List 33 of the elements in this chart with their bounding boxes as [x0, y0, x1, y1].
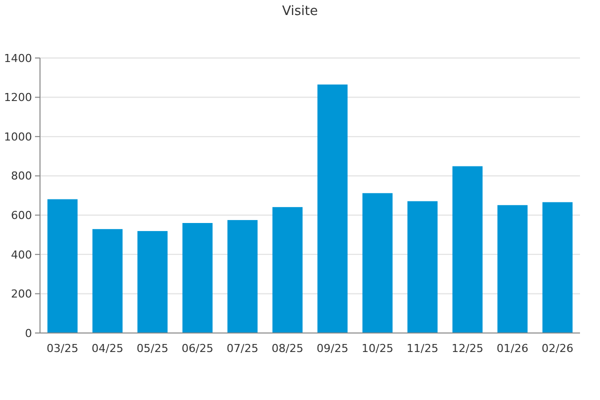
- bar: [47, 199, 78, 333]
- bar: [407, 201, 438, 333]
- y-tick-label: 400: [11, 248, 32, 262]
- x-tick-label: 07/25: [226, 342, 258, 355]
- y-tick-label: 800: [11, 170, 32, 183]
- bar: [362, 193, 393, 333]
- bar: [227, 220, 258, 333]
- y-tick-label: 200: [11, 288, 32, 301]
- bar: [542, 202, 573, 333]
- x-tick-label: 04/25: [92, 342, 124, 355]
- x-tick-label: 02/26: [542, 342, 574, 355]
- bar: [137, 231, 168, 333]
- x-tick-label: 11/25: [406, 342, 438, 355]
- bar: [317, 84, 348, 333]
- bar: [272, 207, 303, 333]
- x-tick-label: 03/25: [46, 342, 78, 355]
- y-tick-label: 1200: [4, 91, 32, 104]
- chart-title: Visite: [282, 4, 318, 19]
- x-tick-label: 09/25: [316, 342, 348, 355]
- y-tick-label: 600: [11, 208, 32, 222]
- x-tick-label: 05/25: [136, 342, 168, 355]
- x-tick-label: 01/26: [496, 342, 528, 355]
- bar: [497, 205, 528, 333]
- bar: [92, 229, 123, 333]
- y-tick-label: 1000: [4, 130, 32, 144]
- y-tick-label: 0: [25, 326, 32, 340]
- x-tick-label: 08/25: [272, 342, 304, 355]
- bar: [452, 166, 483, 333]
- x-tick-label: 06/25: [182, 342, 214, 355]
- x-tick-label: 10/25: [362, 342, 394, 355]
- y-tick-label: 1400: [4, 52, 32, 65]
- bar: [182, 223, 213, 333]
- x-tick-label: 12/25: [452, 342, 484, 355]
